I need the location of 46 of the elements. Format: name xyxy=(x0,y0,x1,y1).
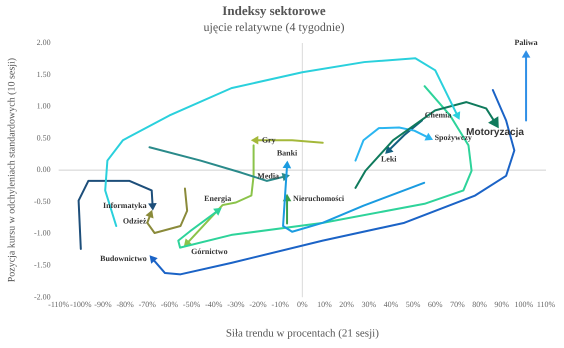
x-tick-label: -80% xyxy=(116,300,134,310)
y-tick-label: 0.50 xyxy=(36,133,51,142)
x-tick-label: 0% xyxy=(296,300,308,310)
y-tick-label: 1.00 xyxy=(36,102,51,111)
y-axis-title: Pozycja kursu w odchyleniach standardowych (10 sesji) xyxy=(6,58,18,282)
x-tick-label: -50% xyxy=(182,300,201,310)
y-tick-label: 2.00 xyxy=(36,38,51,48)
x-tick-label: 10% xyxy=(317,300,332,310)
x-tick-label: -100% xyxy=(70,300,92,310)
x-tick-label: 70% xyxy=(450,300,466,310)
series-label: Gry xyxy=(262,135,276,144)
y-tick-label: -0.50 xyxy=(34,196,51,206)
y-tick-label: -2.00 xyxy=(34,292,51,302)
x-tick-label: 110% xyxy=(536,300,556,310)
x-tick-label: 30% xyxy=(361,300,376,310)
x-tick-label: -10% xyxy=(272,300,290,310)
x-tick-label: -70% xyxy=(138,300,156,310)
x-tick-label: 60% xyxy=(428,300,443,310)
x-tick-label: -110% xyxy=(48,300,70,310)
series-label: Odzież xyxy=(122,216,147,226)
x-tick-label: -20% xyxy=(249,300,268,310)
x-tick-label: -90% xyxy=(94,300,112,310)
x-tick-label: 80% xyxy=(472,300,488,310)
x-axis-title: Siła trendu w procentach (21 sesji) xyxy=(226,327,380,340)
x-tick-label: 90% xyxy=(494,300,510,310)
x-tick-label: 100% xyxy=(514,300,534,310)
y-tick-label: 0.00 xyxy=(36,165,51,174)
y-tick-label: -1.50 xyxy=(34,260,51,270)
chart-title: Indeksy sektorowe xyxy=(222,3,326,18)
series-label: Banki xyxy=(276,148,298,158)
series-label: Paliwa xyxy=(514,38,538,48)
series-label: Górnictwo xyxy=(191,247,228,256)
series-label: Energia xyxy=(204,194,232,203)
y-tick-label: -1.00 xyxy=(34,228,51,238)
x-tick-label: -40% xyxy=(205,300,223,310)
chart-subtitle: ujęcie relatywne (4 tygodnie) xyxy=(204,20,344,34)
x-tick-label: -60% xyxy=(160,300,178,310)
series-label: Nieruchomości xyxy=(293,194,345,203)
x-tick-label: -30% xyxy=(227,300,245,310)
series-label: Media xyxy=(257,172,280,181)
y-tick-label: 1.50 xyxy=(36,70,51,79)
series-label: Leki xyxy=(380,154,398,164)
x-tick-label: 40% xyxy=(384,300,399,310)
x-tick-label: 20% xyxy=(339,300,354,310)
x-tick-label: 50% xyxy=(406,300,421,310)
series-label: Budownictwo xyxy=(100,254,147,264)
